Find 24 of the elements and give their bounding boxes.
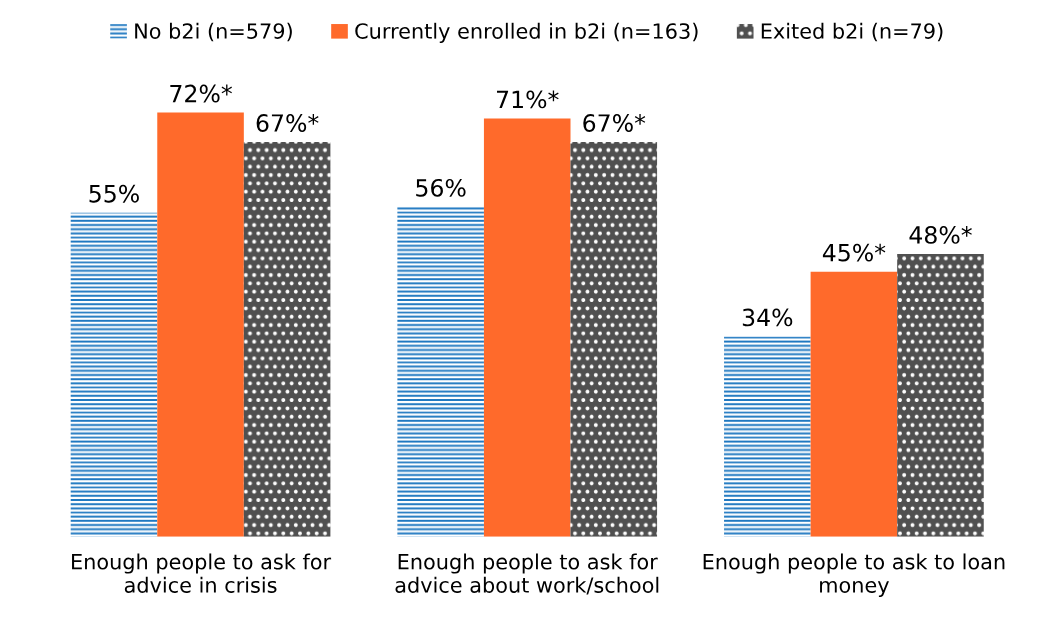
bar — [157, 112, 244, 537]
data-label: 56% — [416, 178, 466, 197]
data-label: 45%* — [822, 243, 886, 262]
data-label: 67%* — [583, 114, 646, 132]
x-tick-label: Enough people to ask to loan money — [703, 553, 1005, 597]
x-tick-label: Enough people to ask for advice about work/school — [395, 553, 659, 595]
bar — [397, 206, 484, 537]
data-label: 48%* — [909, 226, 972, 244]
bar — [570, 142, 658, 537]
data-label: 72%* — [170, 84, 232, 103]
bar — [897, 254, 984, 537]
bar — [724, 336, 811, 537]
bar — [243, 142, 331, 537]
bar — [810, 271, 898, 537]
data-label: 34% — [742, 308, 793, 327]
legend-label: Currently enrolled in b2i (n=163) — [355, 22, 698, 43]
data-label: 71%* — [497, 90, 559, 109]
x-tick-label: Enough people to ask for advice in crisis — [72, 553, 332, 593]
bar — [483, 118, 571, 537]
data-label: 55% — [89, 184, 139, 203]
legend-label: No b2i (n=579) — [135, 22, 292, 42]
data-label: 67%* — [256, 114, 319, 132]
bar — [70, 212, 158, 537]
legend-label: Exited b2i (n=79) — [761, 22, 943, 42]
